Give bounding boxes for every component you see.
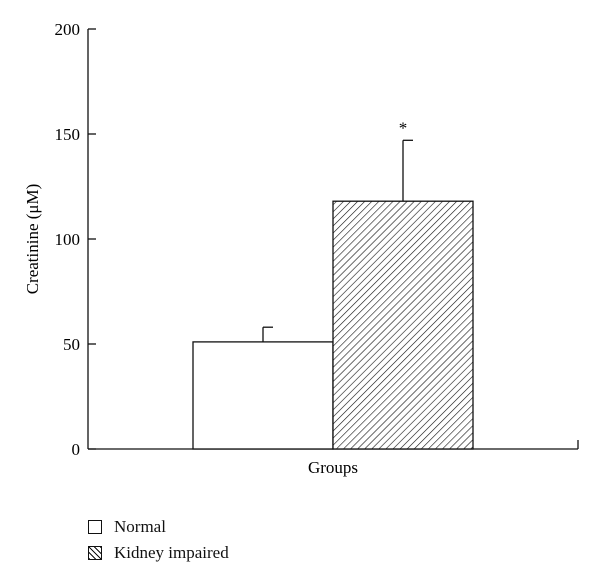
bars [192,139,474,450]
y-tick-label: 100 [55,230,81,249]
legend-item-normal: Normal [88,514,229,540]
legend-item-kidney-impaired: Kidney impaired [88,540,229,566]
significance-marker: * [399,118,408,137]
y-axis-title: Creatinine (μM) [23,184,42,295]
bar-normal [192,341,334,450]
chart: 0 50 100 150 200 * Groups Creatinine (μM) [23,20,579,477]
bar-kidney-impaired [332,200,474,450]
legend-swatch-normal [88,520,102,534]
labels: 0 50 100 150 200 * Groups Creatinine (μM) [23,20,407,477]
legend-label-kidney-impaired: Kidney impaired [114,543,229,562]
y-tick-label: 50 [63,335,80,354]
legend-label-normal: Normal [114,517,166,536]
legend-swatch-kidney-impaired [88,546,102,560]
y-tick-label: 0 [72,440,81,459]
y-tick-label: 200 [55,20,81,39]
y-tick-label: 150 [55,125,81,144]
x-axis-title: Groups [308,458,358,477]
legend: Normal Kidney impaired [88,514,229,566]
